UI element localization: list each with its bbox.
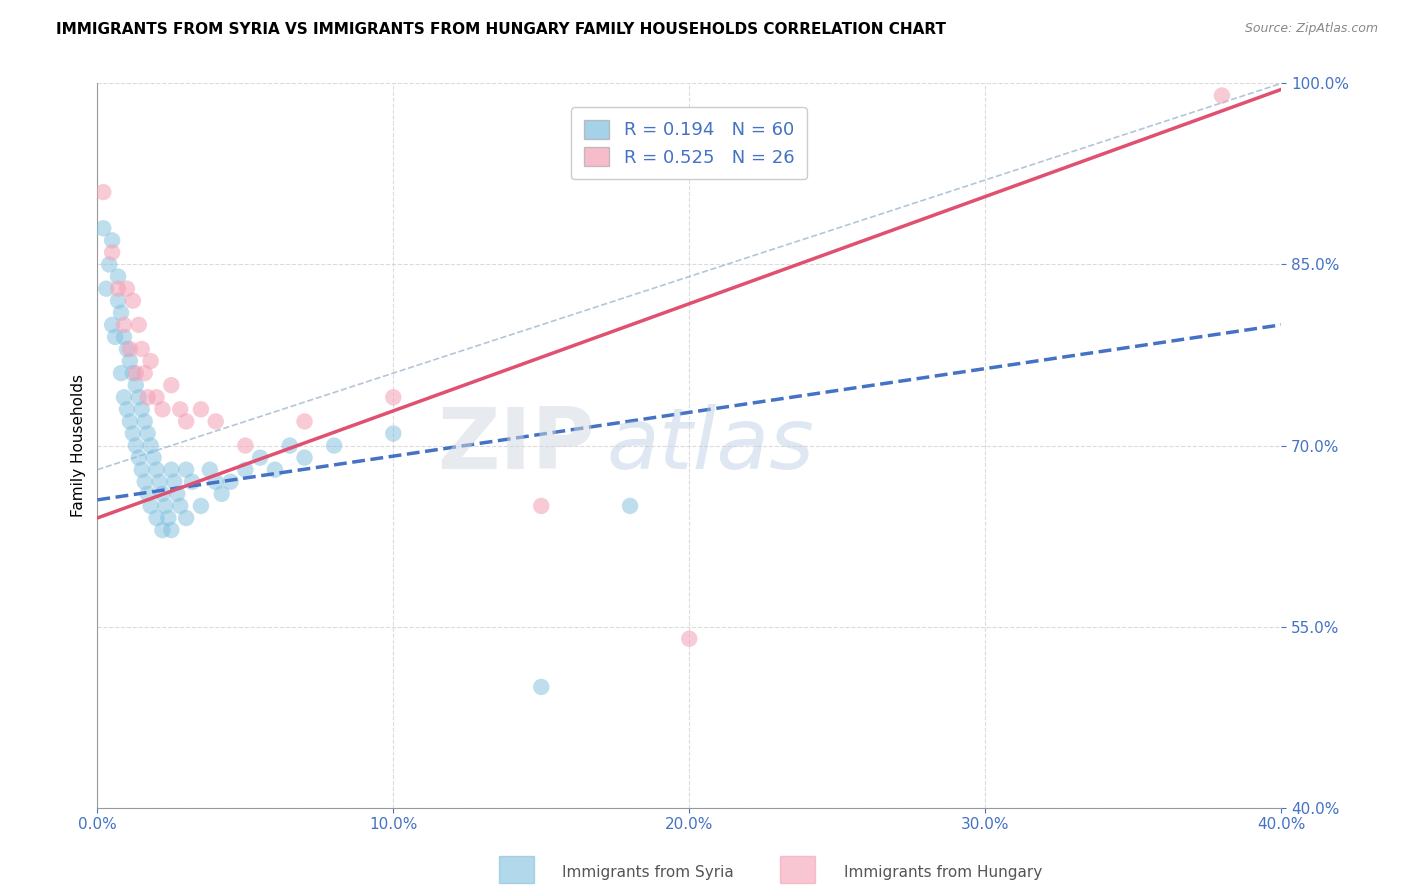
Point (121, 426, 143, 441)
Point (112, 330, 135, 344)
Point (118, 414, 141, 428)
Point (128, 318, 150, 332)
Point (198, 463, 221, 477)
Point (118, 354, 141, 368)
Point (142, 450, 165, 465)
Point (101, 245, 124, 260)
Point (134, 366, 156, 380)
Point (233, 463, 256, 477)
Legend: R = 0.194   N = 60, R = 0.525   N = 26: R = 0.194 N = 60, R = 0.525 N = 26 (571, 107, 807, 179)
Point (169, 499, 191, 513)
Point (174, 463, 197, 477)
Point (125, 439, 148, 453)
Point (152, 487, 174, 501)
Point (112, 318, 135, 332)
Point (107, 269, 129, 284)
Point (382, 426, 405, 441)
Point (190, 499, 212, 513)
Text: IMMIGRANTS FROM SYRIA VS IMMIGRANTS FROM HUNGARY FAMILY HOUSEHOLDS CORRELATION C: IMMIGRANTS FROM SYRIA VS IMMIGRANTS FROM… (56, 22, 946, 37)
Point (139, 439, 162, 453)
Point (136, 390, 159, 404)
Point (134, 414, 156, 428)
Point (104, 330, 127, 344)
Point (160, 378, 183, 392)
Point (115, 342, 138, 356)
Point (174, 511, 197, 525)
Text: Source: ZipAtlas.com: Source: ZipAtlas.com (1244, 22, 1378, 36)
Point (107, 293, 129, 308)
Point (107, 282, 129, 296)
Point (323, 439, 346, 453)
Point (204, 475, 226, 489)
Point (115, 402, 138, 417)
Point (91, 185, 114, 199)
Point (136, 426, 159, 441)
Text: ZIP: ZIP (437, 404, 595, 487)
Point (204, 414, 226, 428)
Point (157, 511, 180, 525)
Point (264, 463, 287, 477)
Point (101, 233, 124, 247)
Point (678, 632, 700, 646)
Point (139, 499, 162, 513)
Point (134, 475, 156, 489)
Point (112, 390, 135, 404)
Point (152, 523, 174, 537)
Point (219, 475, 242, 489)
Point (121, 293, 143, 308)
Point (619, 499, 641, 513)
Y-axis label: Family Households: Family Households (72, 374, 86, 517)
Point (101, 318, 124, 332)
Point (118, 342, 141, 356)
Point (131, 463, 153, 477)
Point (145, 511, 167, 525)
Point (1211, 88, 1233, 103)
Point (163, 475, 186, 489)
Point (110, 306, 132, 320)
Point (91, 221, 114, 235)
Point (249, 450, 271, 465)
Point (278, 439, 301, 453)
Point (152, 402, 174, 417)
Point (294, 450, 316, 465)
Text: atlas: atlas (606, 404, 814, 487)
Point (148, 475, 170, 489)
Point (128, 450, 150, 465)
Point (125, 378, 148, 392)
Point (131, 342, 153, 356)
Text: Immigrants from Hungary: Immigrants from Hungary (844, 865, 1042, 880)
Point (145, 463, 167, 477)
Point (155, 499, 177, 513)
Text: Immigrants from Syria: Immigrants from Syria (562, 865, 734, 880)
Point (166, 487, 188, 501)
Point (96, 282, 118, 296)
Point (131, 402, 153, 417)
Point (530, 499, 553, 513)
Point (233, 439, 256, 453)
Point (98, 258, 121, 272)
Point (115, 282, 138, 296)
Point (530, 680, 553, 694)
Point (160, 523, 183, 537)
Point (136, 487, 159, 501)
Point (139, 354, 162, 368)
Point (382, 390, 405, 404)
Point (125, 366, 148, 380)
Point (160, 463, 183, 477)
Point (294, 414, 316, 428)
Point (145, 390, 167, 404)
Point (110, 366, 132, 380)
Point (211, 487, 233, 501)
Point (181, 475, 204, 489)
Point (169, 402, 191, 417)
Point (121, 366, 143, 380)
Point (174, 414, 197, 428)
Point (190, 402, 212, 417)
Point (128, 390, 150, 404)
